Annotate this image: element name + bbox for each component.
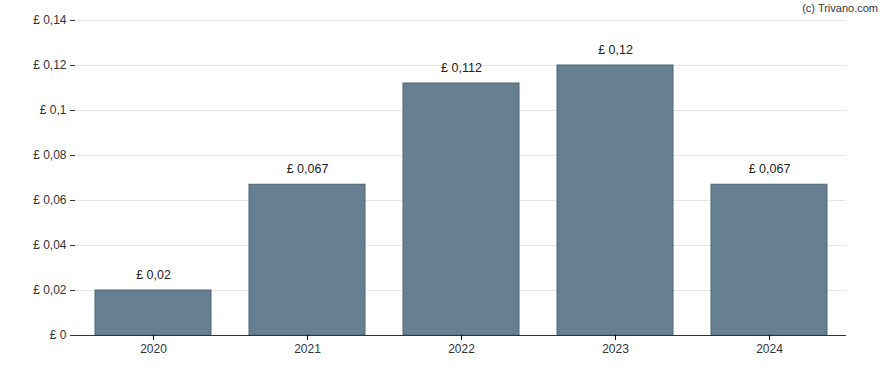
svg-text:2022: 2022 [448, 342, 475, 356]
svg-text:£ 0,12: £ 0,12 [598, 43, 633, 57]
svg-text:£ 0,08: £ 0,08 [33, 148, 67, 162]
svg-text:£ 0,02: £ 0,02 [136, 268, 171, 282]
svg-text:£ 0,04: £ 0,04 [33, 238, 67, 252]
svg-text:2020: 2020 [140, 342, 167, 356]
svg-text:£ 0,1: £ 0,1 [40, 103, 67, 117]
svg-text:£ 0,067: £ 0,067 [287, 162, 329, 176]
svg-text:£ 0: £ 0 [50, 328, 67, 342]
svg-text:£ 0,067: £ 0,067 [749, 162, 791, 176]
svg-text:£ 0,12: £ 0,12 [33, 58, 67, 72]
svg-text:£ 0,14: £ 0,14 [33, 13, 67, 27]
svg-text:£ 0,06: £ 0,06 [33, 193, 67, 207]
svg-text:2024: 2024 [756, 342, 783, 356]
svg-text:£ 0,02: £ 0,02 [33, 283, 67, 297]
html-text:(c) Trivano.com: (c) Trivano.com [802, 2, 878, 14]
svg-text:2021: 2021 [294, 342, 321, 356]
svg-text:2023: 2023 [602, 342, 629, 356]
svg-text:£ 0,112: £ 0,112 [441, 61, 482, 75]
